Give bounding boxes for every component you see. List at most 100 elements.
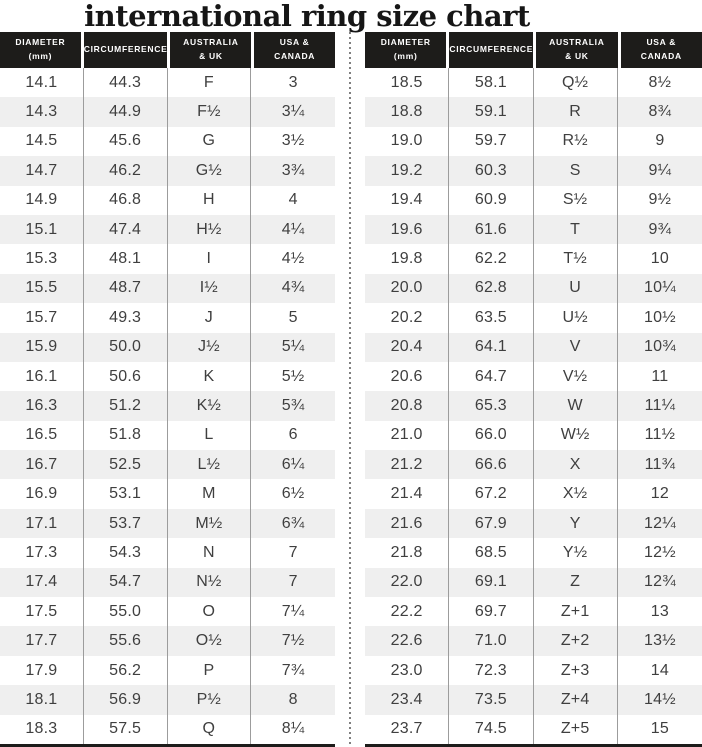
table-cell: 74.5 <box>449 714 534 744</box>
table-cell: 18.3 <box>0 714 84 744</box>
table-cell: 19.0 <box>365 126 450 157</box>
column-header: AUSTRALIA & UK <box>170 32 252 68</box>
table-cell: 63.5 <box>449 303 534 333</box>
table-header-row: DIAMETER (mm) CIRCUMFERENCE AUSTRALIA & UK… <box>0 32 336 68</box>
table-cell: 7¼ <box>281 602 305 620</box>
table-cell: Z+5 <box>534 714 618 744</box>
table-cell: 71.0 <box>449 626 534 656</box>
table-cell: N <box>168 538 252 568</box>
table-row: 23.0 72.3 Z+3 14 <box>365 655 702 686</box>
table-cell: 17.4 <box>0 567 84 598</box>
table-cell: 14.7 <box>0 156 84 186</box>
table-cell: Z+1 <box>534 597 618 627</box>
table-cell: S½ <box>534 185 618 215</box>
table-cell: H½ <box>168 214 252 245</box>
table-cell: 6½ <box>281 485 305 503</box>
table-cell: 47.4 <box>84 214 168 245</box>
table-cell: 11 <box>651 367 669 385</box>
table-cell: 64.7 <box>449 361 534 392</box>
table-cell: 8¼ <box>281 720 305 738</box>
table-cell: 14 <box>650 661 669 679</box>
dotted-divider-line <box>349 32 351 747</box>
table-cell: 54.7 <box>84 567 168 598</box>
table-cell: V <box>534 332 618 362</box>
table-cell: K½ <box>168 391 252 421</box>
table-row: 16.1 50.6 K 5½ <box>0 361 335 392</box>
table-row: 22.0 69.1 Z 12¾ <box>365 567 702 598</box>
table-cell: 18.1 <box>0 685 84 715</box>
table-cell: 21.4 <box>365 479 450 509</box>
table-body: 18.5 58.1 Q½ 8½ 18.8 59.1 R 8¾ 19.0 59.7 R½ 9 19.2 60… <box>365 68 702 744</box>
table-cell: 48.1 <box>84 244 168 274</box>
table-cell: 69.1 <box>449 567 534 598</box>
table-cell: 4¾ <box>281 279 305 297</box>
table-cell: J <box>168 303 252 333</box>
table-cell: 68.5 <box>449 538 534 568</box>
table-cell: 67.9 <box>449 508 534 539</box>
table-cell: 57.5 <box>84 714 168 744</box>
table-cell: R½ <box>534 126 618 157</box>
column-header: CIRCUMFERENCE <box>449 32 534 68</box>
table-cell: 19.8 <box>365 244 450 274</box>
table-row: 14.5 45.6 G 3½ <box>0 126 335 157</box>
table-row: 16.5 51.8 L 6 <box>0 420 335 451</box>
table-cell: 49.3 <box>84 303 168 333</box>
table-cell: Z+3 <box>534 655 618 686</box>
table-cell: 20.0 <box>365 273 450 304</box>
table-cell: 4¼ <box>281 220 305 238</box>
table-cell: 8 <box>288 690 298 708</box>
table-row: 19.0 59.7 R½ 9 <box>365 126 702 157</box>
table-bottom-bar <box>0 744 335 747</box>
table-cell: 45.6 <box>84 126 168 157</box>
table-cell: 4 <box>288 191 298 209</box>
table-cell: 66.6 <box>449 450 534 480</box>
table-cell: 10¼ <box>644 279 676 297</box>
table-row: 17.4 54.7 N½ 7 <box>0 567 335 598</box>
table-cell: 62.2 <box>449 244 534 274</box>
table-cell: 6 <box>288 426 298 444</box>
table-row: 15.9 50.0 J½ 5¼ <box>0 332 335 362</box>
table-cell: 56.9 <box>84 685 168 715</box>
table-cell: 15.9 <box>0 332 84 362</box>
table-row: 20.4 64.1 V 10¾ <box>365 332 702 362</box>
table-cell: G <box>168 126 252 157</box>
column-header: CIRCUMFERENCE <box>83 32 168 68</box>
table-cell: Z+2 <box>534 626 618 656</box>
table-cell: 3¼ <box>281 103 305 121</box>
table-cell: U½ <box>534 303 618 333</box>
table-cell: 10¾ <box>644 338 676 356</box>
table-cell: 16.7 <box>0 450 84 480</box>
table-cell: 3 <box>288 73 298 91</box>
table-cell: 62.8 <box>449 273 534 304</box>
table-row: 14.9 46.8 H 4 <box>0 185 335 215</box>
page-title: international ring size chart <box>84 0 530 33</box>
table-cell: T½ <box>534 244 618 274</box>
table-row: 15.7 49.3 J 5 <box>0 303 335 333</box>
table-bottom-bar <box>365 744 702 747</box>
table-cell: W½ <box>534 420 618 451</box>
table-cell: 5¾ <box>281 396 305 414</box>
table-cell: 17.9 <box>0 655 84 686</box>
table-row: 19.8 62.2 T½ 10 <box>365 244 702 274</box>
table-row: 20.6 64.7 V½ 11 <box>365 361 702 392</box>
table-cell: 69.7 <box>449 597 534 627</box>
table-cell: 20.4 <box>365 332 450 362</box>
table-cell: 61.6 <box>449 214 534 245</box>
table-cell: 53.1 <box>84 479 168 509</box>
table-cell: 51.8 <box>84 420 168 451</box>
table-cell: 18.5 <box>365 68 450 98</box>
table-row: 19.6 61.6 T 9¾ <box>365 214 702 245</box>
table-row: 19.4 60.9 S½ 9½ <box>365 185 702 215</box>
table-cell: V½ <box>534 361 618 392</box>
table-row: 19.2 60.3 S 9¼ <box>365 156 702 186</box>
table-cell: I½ <box>168 273 252 304</box>
table-cell: 23.0 <box>365 655 450 686</box>
table-cell: 12¾ <box>644 573 676 591</box>
table-cell: 21.0 <box>365 420 450 451</box>
table-cell: 16.1 <box>0 361 84 392</box>
table-cell: 67.2 <box>449 479 534 509</box>
table-cell: 21.2 <box>365 450 450 480</box>
table-cell: 8½ <box>648 73 672 91</box>
table-cell: 20.2 <box>365 303 450 333</box>
table-cell: 20.6 <box>365 361 450 392</box>
